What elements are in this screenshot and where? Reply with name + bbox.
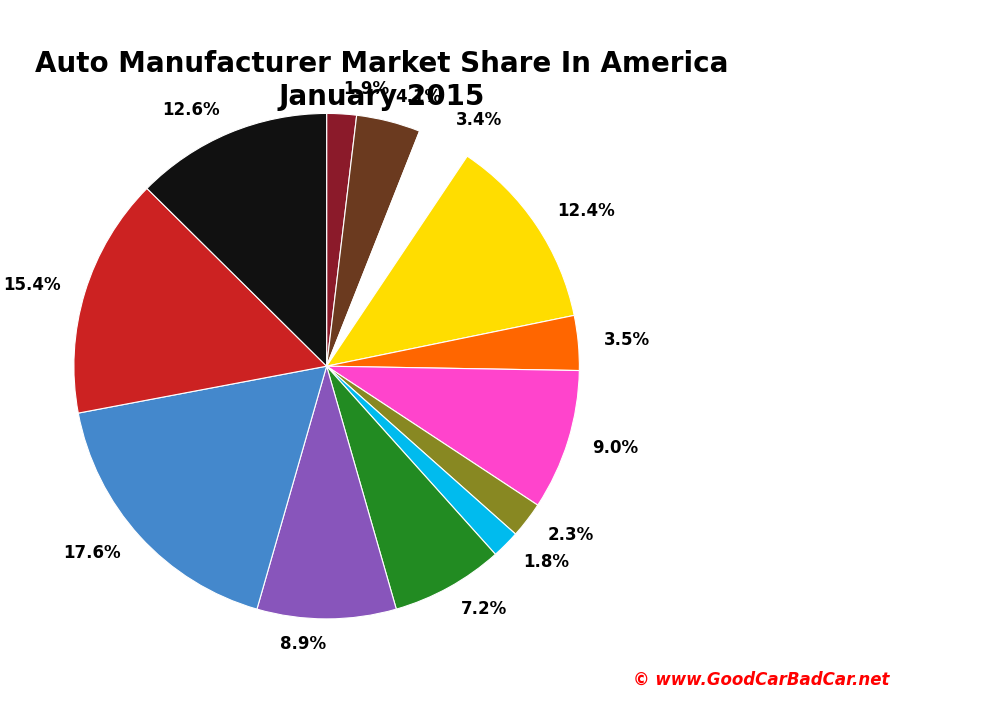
Wedge shape (327, 113, 357, 366)
Text: 4.1%: 4.1% (395, 88, 441, 106)
Wedge shape (327, 131, 467, 366)
Text: 9.0%: 9.0% (592, 439, 638, 457)
Text: 2.3%: 2.3% (547, 526, 594, 544)
Text: 3.5%: 3.5% (603, 332, 649, 350)
Wedge shape (78, 366, 327, 609)
Wedge shape (327, 366, 516, 554)
Text: © www.GoodCarBadCar.net: © www.GoodCarBadCar.net (633, 671, 889, 689)
Text: 12.6%: 12.6% (162, 101, 219, 118)
Text: 1.9%: 1.9% (343, 80, 389, 98)
Text: 7.2%: 7.2% (461, 600, 508, 618)
Legend: BMW-Mini, Chrysler Group/FCA, Ford Motor Company, General Motors, Honda Motor Co: BMW-Mini, Chrysler Group/FCA, Ford Motor… (642, 182, 947, 536)
Text: 1.8%: 1.8% (524, 554, 570, 572)
Text: 12.4%: 12.4% (558, 202, 615, 220)
Wedge shape (74, 188, 327, 413)
Wedge shape (327, 157, 574, 366)
Wedge shape (327, 315, 579, 370)
Wedge shape (327, 116, 419, 366)
Text: 17.6%: 17.6% (63, 544, 122, 562)
Wedge shape (327, 366, 579, 505)
Wedge shape (257, 366, 396, 619)
Text: 15.4%: 15.4% (3, 276, 60, 294)
Wedge shape (327, 366, 538, 534)
Text: 8.9%: 8.9% (280, 635, 327, 653)
Text: Auto Manufacturer Market Share In America
January 2015: Auto Manufacturer Market Share In Americ… (35, 50, 729, 111)
Text: 3.4%: 3.4% (456, 111, 502, 129)
Wedge shape (147, 113, 327, 366)
Wedge shape (327, 366, 495, 609)
